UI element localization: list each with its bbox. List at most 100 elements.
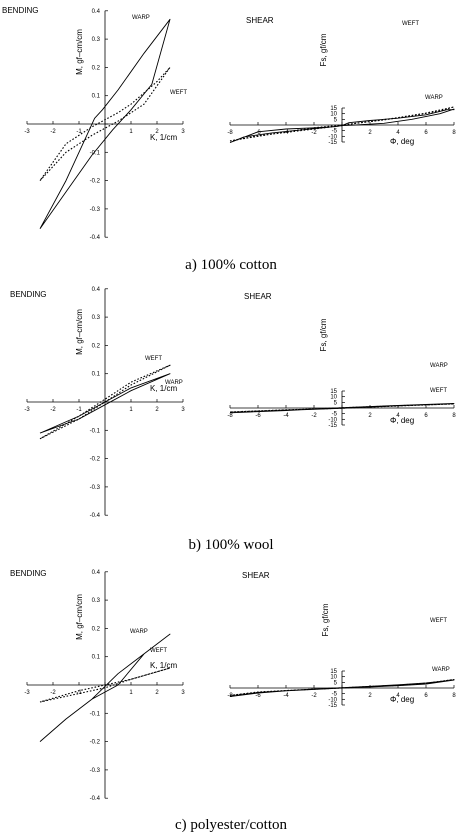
curve-label-warp: WARP <box>425 95 443 101</box>
x-tick-label: 6 <box>424 693 428 699</box>
y-tick-label: 0.2 <box>92 343 101 349</box>
y-tick-label: -5 <box>332 129 338 135</box>
y-tick-label: 0.2 <box>92 626 101 632</box>
x-tick-label: -3 <box>24 129 30 135</box>
x-tick-label: -2 <box>311 693 317 699</box>
y-tick-label: 0.3 <box>92 37 101 43</box>
panel-c-bending: BENDING M, gf–cm/cm K, 1/cm WARP WEFT <box>10 569 177 670</box>
x-tick-label: 8 <box>452 693 456 699</box>
curve-label-warp: WARP <box>130 629 148 635</box>
x-tick-label: 1 <box>129 129 133 135</box>
x-tick-label: 2 <box>368 130 372 136</box>
x-tick-label: 6 <box>424 413 428 419</box>
series-warp <box>39 373 171 434</box>
y-tick-label: -0.3 <box>90 207 101 213</box>
y-tick-label: -0.1 <box>90 711 101 717</box>
y-tick-label: -15 <box>328 140 337 146</box>
panel-a-shear: SHEAR Fs, gf/cm Φ, deg WEFT WARP <box>246 16 443 146</box>
curve-label-warp: WARP <box>165 380 183 386</box>
corner-label: SHEAR <box>246 16 274 25</box>
curve-label-weft: WEFT <box>430 388 447 394</box>
x-tick-label: 3 <box>181 129 185 135</box>
panel-b-bending: BENDING M, gf–cm/cm K, 1/cm WEFT WARP <box>10 290 183 393</box>
y-tick-label: 0.1 <box>92 372 101 378</box>
x-tick-label: 4 <box>396 413 400 419</box>
curve-label-warp: WARP <box>132 15 150 21</box>
x-tick-label: 4 <box>396 130 400 136</box>
x-tick-label: -3 <box>24 690 30 696</box>
y-tick-label: 0.1 <box>92 655 101 661</box>
plots-layer: -3 -2 -1 1 2 3 0.4 0.3 0.2 0.1 -0.1 -0.2 -0.3 -0.4 -8 -… <box>24 9 456 802</box>
panel-a-bending: BENDING M, gf–cm/cm K, 1/cm WARP WEFT <box>2 6 187 142</box>
x-tick-label: 2 <box>368 413 372 419</box>
y-axis-label: M, gf–cm/cm <box>75 29 84 75</box>
caption-b: b) 100% wool <box>189 537 274 553</box>
y-tick-label: 0.4 <box>92 287 101 293</box>
y-tick-label: 5 <box>334 400 338 406</box>
series-weft <box>39 667 171 703</box>
corner-label: BENDING <box>10 290 46 299</box>
y-tick-label: 5 <box>334 680 338 686</box>
y-tick-label: 10 <box>330 395 337 401</box>
x-tick-label: -1 <box>76 690 82 696</box>
caption-c: c) polyester/cotton <box>175 817 288 833</box>
y-tick-label: 0.3 <box>92 315 101 321</box>
y-tick-label: 0.4 <box>92 9 101 15</box>
x-tick-label: -4 <box>283 693 289 699</box>
y-tick-label: -10 <box>328 134 337 140</box>
y-tick-label: -0.1 <box>90 150 101 156</box>
series-weft <box>39 66 171 181</box>
y-axis-label: M, gf–cm/cm <box>75 309 84 355</box>
corner-label: SHEAR <box>244 292 272 301</box>
y-tick-label: -10 <box>328 417 337 423</box>
x-axis-label: K, 1/cm <box>150 384 177 393</box>
y-tick-label: 10 <box>330 675 337 681</box>
x-tick-label: -6 <box>255 130 261 136</box>
x-axis-label: Φ, deg <box>390 416 414 425</box>
panel-b-shear: SHEAR Fs, gf/cm Φ, deg WARP WEFT <box>244 292 448 425</box>
curve-label-warp: WARP <box>430 363 448 369</box>
y-tick-label: -0.2 <box>90 740 101 746</box>
y-tick-label: 0.3 <box>92 598 101 604</box>
x-tick-label: 1 <box>129 407 133 413</box>
y-tick-label: -0.3 <box>90 485 101 491</box>
curve-label-weft: WEFT <box>170 90 187 96</box>
x-axis-label: Φ, deg <box>390 695 414 704</box>
x-tick-label: -2 <box>50 129 56 135</box>
series-weft <box>39 364 171 440</box>
y-tick-label: -0.4 <box>90 235 101 241</box>
x-tick-label: 3 <box>181 407 185 413</box>
y-tick-label: -0.1 <box>90 428 101 434</box>
series-warp <box>39 633 171 742</box>
y-tick-label: 5 <box>334 117 338 123</box>
x-tick-label: -8 <box>227 413 233 419</box>
y-tick-label: -0.3 <box>90 768 101 774</box>
series-warp <box>229 402 455 414</box>
x-tick-label: 8 <box>452 130 456 136</box>
plot-bending-1: -3 -2 -1 1 2 3 0.4 0.3 0.2 0.1 -0.1 -0.2 -0.3 -0.4 <box>24 287 185 519</box>
x-tick-label: 6 <box>424 130 428 136</box>
x-tick-label: -3 <box>24 407 30 413</box>
x-tick-label: 1 <box>129 690 133 696</box>
corner-label: BENDING <box>10 569 46 578</box>
y-tick-label: -5 <box>332 412 338 418</box>
curve-label-warp: WARP <box>432 667 450 673</box>
x-axis-label: K, 1/cm <box>150 661 177 670</box>
x-tick-label: 2 <box>368 693 372 699</box>
x-tick-label: -2 <box>50 407 56 413</box>
y-tick-label: -0.4 <box>90 513 101 519</box>
corner-label: BENDING <box>2 6 38 15</box>
y-tick-label: 0.1 <box>92 94 101 100</box>
y-tick-label: 15 <box>330 106 337 112</box>
x-tick-label: -6 <box>255 413 261 419</box>
y-tick-label: 0.2 <box>92 65 101 71</box>
plot-bending-0: -3 -2 -1 1 2 3 0.4 0.3 0.2 0.1 -0.1 -0.2 -0.3 -0.4 <box>24 9 185 241</box>
x-tick-label: 4 <box>396 693 400 699</box>
x-axis-label: K, 1/cm <box>150 133 177 142</box>
y-tick-label: -15 <box>328 423 337 429</box>
x-tick-label: -2 <box>50 690 56 696</box>
y-tick-label: -5 <box>332 692 338 698</box>
